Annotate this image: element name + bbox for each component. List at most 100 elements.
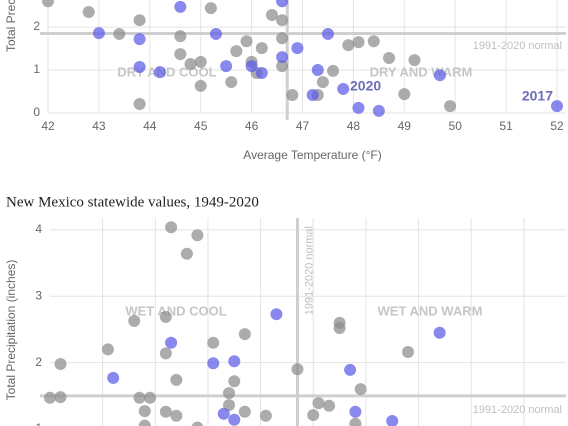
data-point (223, 387, 236, 400)
data-point (372, 104, 385, 117)
data-point (238, 405, 251, 418)
data-point (352, 36, 365, 49)
data-point (165, 336, 178, 349)
quadrant-label: WET AND WARM (378, 303, 483, 318)
data-point (138, 419, 151, 426)
data-point (42, 0, 54, 8)
data-point (170, 373, 183, 386)
data-point (383, 52, 396, 65)
data-point (333, 322, 346, 335)
y-tick-label: 0 (33, 105, 40, 119)
data-point (230, 45, 243, 58)
data-point (307, 409, 320, 422)
x-tick-label: 49 (398, 119, 412, 133)
data-point (54, 357, 67, 370)
data-point (174, 48, 187, 61)
data-point (133, 14, 146, 27)
data-point (321, 27, 334, 40)
data-point (107, 371, 120, 384)
data-point (444, 100, 457, 113)
data-point (270, 308, 283, 321)
quadrant-label: DRY AND WARM (370, 64, 473, 79)
data-point (180, 247, 193, 260)
data-point (207, 357, 220, 370)
x-tick-label: 47 (296, 119, 310, 133)
data-point (311, 64, 324, 77)
data-point (82, 6, 95, 19)
data-point (144, 391, 157, 404)
data-point (223, 399, 236, 412)
x-axis-title: Average Temperature (°F) (243, 148, 381, 162)
x-tick-label: 43 (92, 119, 106, 133)
data-point (133, 61, 146, 74)
data-point (44, 391, 56, 404)
x-tick-label: 52 (550, 119, 564, 133)
data-point (276, 32, 289, 45)
data-point (228, 413, 241, 426)
data-point (255, 42, 268, 55)
x-tick-label: 42 (41, 119, 55, 133)
data-point (228, 375, 241, 388)
x-tick-label: 50 (449, 119, 463, 133)
data-point (342, 39, 355, 52)
data-point (209, 27, 222, 40)
data-point (386, 415, 399, 426)
chart-title: New Mexico statewide values, 1949-2020 (6, 194, 259, 210)
data-point (159, 310, 172, 323)
data-point (191, 229, 204, 242)
y-tick-label: 3 (35, 288, 42, 302)
y-axis-title: Total Precipitation (inches) (4, 260, 18, 401)
data-point (165, 221, 178, 234)
data-point (323, 399, 336, 412)
data-point (327, 64, 340, 77)
y-tick-label: 2 (33, 19, 40, 33)
normal-label: 1991-2020 normal (473, 404, 562, 416)
data-point (265, 9, 278, 22)
data-point (228, 355, 241, 368)
data-point (337, 82, 350, 95)
data-point (220, 60, 233, 73)
normal-label: 1991-2020 normal (303, 226, 315, 315)
data-point (367, 35, 380, 48)
quadrant-label: WET AND COOL (125, 303, 226, 318)
data-point (54, 391, 67, 404)
data-point (433, 326, 446, 339)
data-point (159, 405, 172, 418)
x-tick-label: 46 (245, 119, 259, 133)
data-point (133, 97, 146, 110)
data-point (184, 58, 197, 71)
x-tick-label: 44 (143, 119, 157, 133)
data-point (128, 314, 141, 327)
data-point (92, 27, 105, 40)
data-point (238, 328, 251, 341)
data-point (133, 33, 146, 46)
data-point (402, 346, 415, 359)
y-tick-label: 2 (35, 355, 42, 369)
data-point (174, 0, 187, 13)
data-point (276, 14, 289, 27)
data-point (204, 2, 217, 15)
y-axis-title: Total Precipitation (inches) (4, 0, 18, 52)
point-label: 2020 (350, 78, 381, 94)
data-point (291, 42, 304, 55)
data-point (245, 60, 258, 73)
data-point (316, 76, 329, 89)
point-label: 2017 (522, 88, 553, 104)
data-point (207, 336, 220, 349)
data-point (133, 391, 146, 404)
data-point (194, 55, 207, 68)
data-point (408, 54, 421, 67)
x-tick-label: 48 (347, 119, 361, 133)
data-point (153, 66, 166, 79)
data-point (225, 76, 238, 89)
data-point (276, 60, 289, 73)
data-point (286, 88, 299, 101)
data-point (398, 88, 411, 101)
data-point (159, 347, 172, 360)
data-point (113, 27, 126, 40)
data-point (240, 35, 253, 48)
data-point (306, 88, 319, 101)
data-point (349, 405, 362, 418)
data-point (194, 79, 207, 92)
